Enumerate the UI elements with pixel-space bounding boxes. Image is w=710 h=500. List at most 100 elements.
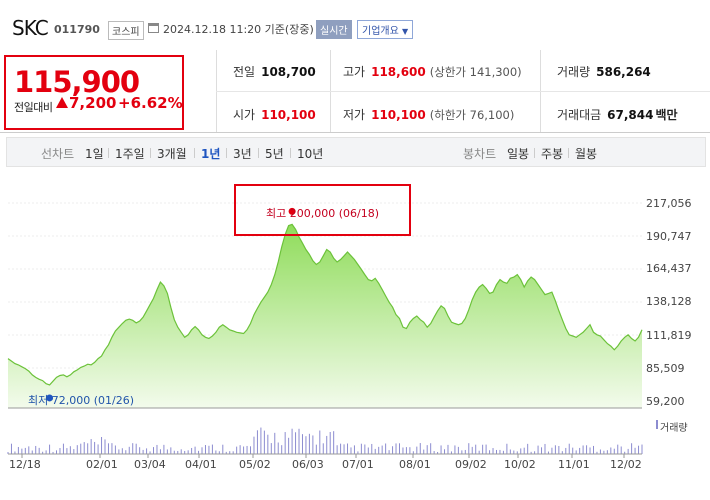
tab-period-1y[interactable]: 1년 (201, 147, 221, 161)
volume-bar (24, 447, 26, 454)
volume-bar (319, 430, 321, 454)
lower-limit: (하한가 76,100) (429, 108, 515, 122)
volume-bar (513, 450, 515, 454)
volume-bar (236, 446, 238, 454)
volume-bar (322, 443, 324, 454)
volume-bar (28, 446, 30, 454)
volume-bar (149, 451, 151, 454)
price-change-rate: +6.62% (118, 94, 183, 112)
volume-bar (340, 443, 342, 454)
volume-bar (312, 435, 314, 454)
volume-bar (350, 447, 352, 454)
open-label: 시가 (233, 108, 256, 122)
volume-bar (450, 451, 452, 454)
volume-bar (128, 446, 130, 454)
volume-legend-label: 거래량 (660, 423, 688, 434)
volume-bar (426, 445, 428, 454)
volume-bar (582, 445, 584, 454)
volume-bar (253, 436, 255, 454)
volume-bar (125, 450, 127, 454)
volume-bar (530, 451, 532, 454)
tab-period-1d[interactable]: 1일 (85, 147, 104, 161)
change-label: 전일대비 (14, 101, 53, 114)
tab-line-chart[interactable]: 선차트 (41, 147, 75, 161)
volume-bar (430, 443, 432, 454)
volume-bar (97, 444, 99, 454)
x-tick-label: 03/04 (134, 458, 166, 471)
volume-bar (146, 448, 148, 454)
low-annotation: 최저 72,000 (01/26) (28, 394, 135, 407)
chart-tabbar: 선차트 1일 1주일 3개월 1년 3년 5년 10년 봉차트 일봉 주봉 월봉 (6, 137, 706, 167)
volume-bar (38, 447, 40, 454)
volume-bar (239, 445, 241, 454)
volume-bar (198, 450, 200, 454)
volume-value: 586,264 (596, 65, 651, 79)
volume-bar (215, 450, 217, 454)
tab-candle-weekly[interactable]: 주봉 (541, 147, 564, 161)
prev-close-value: 108,700 (261, 65, 316, 79)
tab-candle-daily[interactable]: 일봉 (507, 147, 530, 161)
volume-bar (475, 444, 477, 454)
volume-bar (90, 439, 92, 454)
volume-bar (502, 450, 504, 454)
volume-bar (547, 451, 549, 454)
tab-period-3y[interactable]: 3년 (233, 147, 252, 161)
volume-bar (433, 451, 435, 454)
tab-candle-monthly[interactable]: 월봉 (575, 147, 598, 161)
volume-bar (49, 444, 51, 454)
volume-bar (291, 428, 293, 454)
volume-bar (606, 450, 608, 454)
volume-bar (599, 449, 601, 454)
volume-bar (527, 443, 529, 454)
volume-bar (468, 443, 470, 454)
volume-bar (409, 447, 411, 454)
divider (108, 148, 109, 158)
volume-bar (353, 445, 355, 454)
volume-bar (534, 451, 536, 454)
volume-bar (544, 443, 546, 454)
volume-bar (301, 434, 303, 454)
volume-bar (360, 443, 362, 454)
volume-bar (565, 447, 567, 454)
high-annotation-box (234, 184, 411, 236)
volume-bar (402, 447, 404, 454)
current-price-box: 115,900 전일대비 7,200 +6.62% (4, 55, 184, 130)
volume-bar (277, 442, 279, 454)
volume-bar (520, 448, 522, 454)
volume-bar (385, 443, 387, 454)
volume-bar (295, 432, 297, 454)
price-line (7, 223, 643, 386)
volume-bar (101, 437, 103, 454)
volume-bar (398, 443, 400, 454)
volume-bar (80, 443, 82, 454)
volume-bar (111, 443, 113, 454)
volume-bar (159, 449, 161, 454)
volume-bar (575, 450, 577, 454)
volume-bar (381, 445, 383, 454)
tab-period-1w[interactable]: 1주일 (115, 147, 145, 161)
x-tick-label: 08/01 (399, 458, 431, 471)
volume-bar (114, 445, 116, 454)
volume-bar (395, 443, 397, 454)
company-info-dropdown[interactable]: 기업개요 ▼ (357, 20, 414, 39)
volume-bar (624, 451, 626, 454)
volume-bar (641, 444, 643, 454)
divider (0, 132, 710, 133)
volume-bar (243, 446, 245, 454)
volume-bar (388, 450, 390, 454)
tab-period-10y[interactable]: 10년 (297, 147, 324, 161)
volume-bar (579, 447, 581, 454)
volume-bar (170, 447, 172, 454)
y-tick-label: 217,056 (646, 197, 692, 210)
volume-bar (343, 444, 345, 454)
volume-bar (94, 441, 96, 454)
volume-bar (191, 447, 193, 454)
realtime-button[interactable]: 실시간 (316, 20, 352, 39)
volume-bar (336, 445, 338, 454)
tab-period-5y[interactable]: 5년 (265, 147, 284, 161)
price-area (8, 224, 642, 408)
low-label: 저가 (343, 108, 366, 122)
tab-candle-chart[interactable]: 봉차트 (463, 147, 497, 161)
tab-period-3m[interactable]: 3개월 (157, 147, 187, 161)
volume-bar (537, 445, 539, 454)
